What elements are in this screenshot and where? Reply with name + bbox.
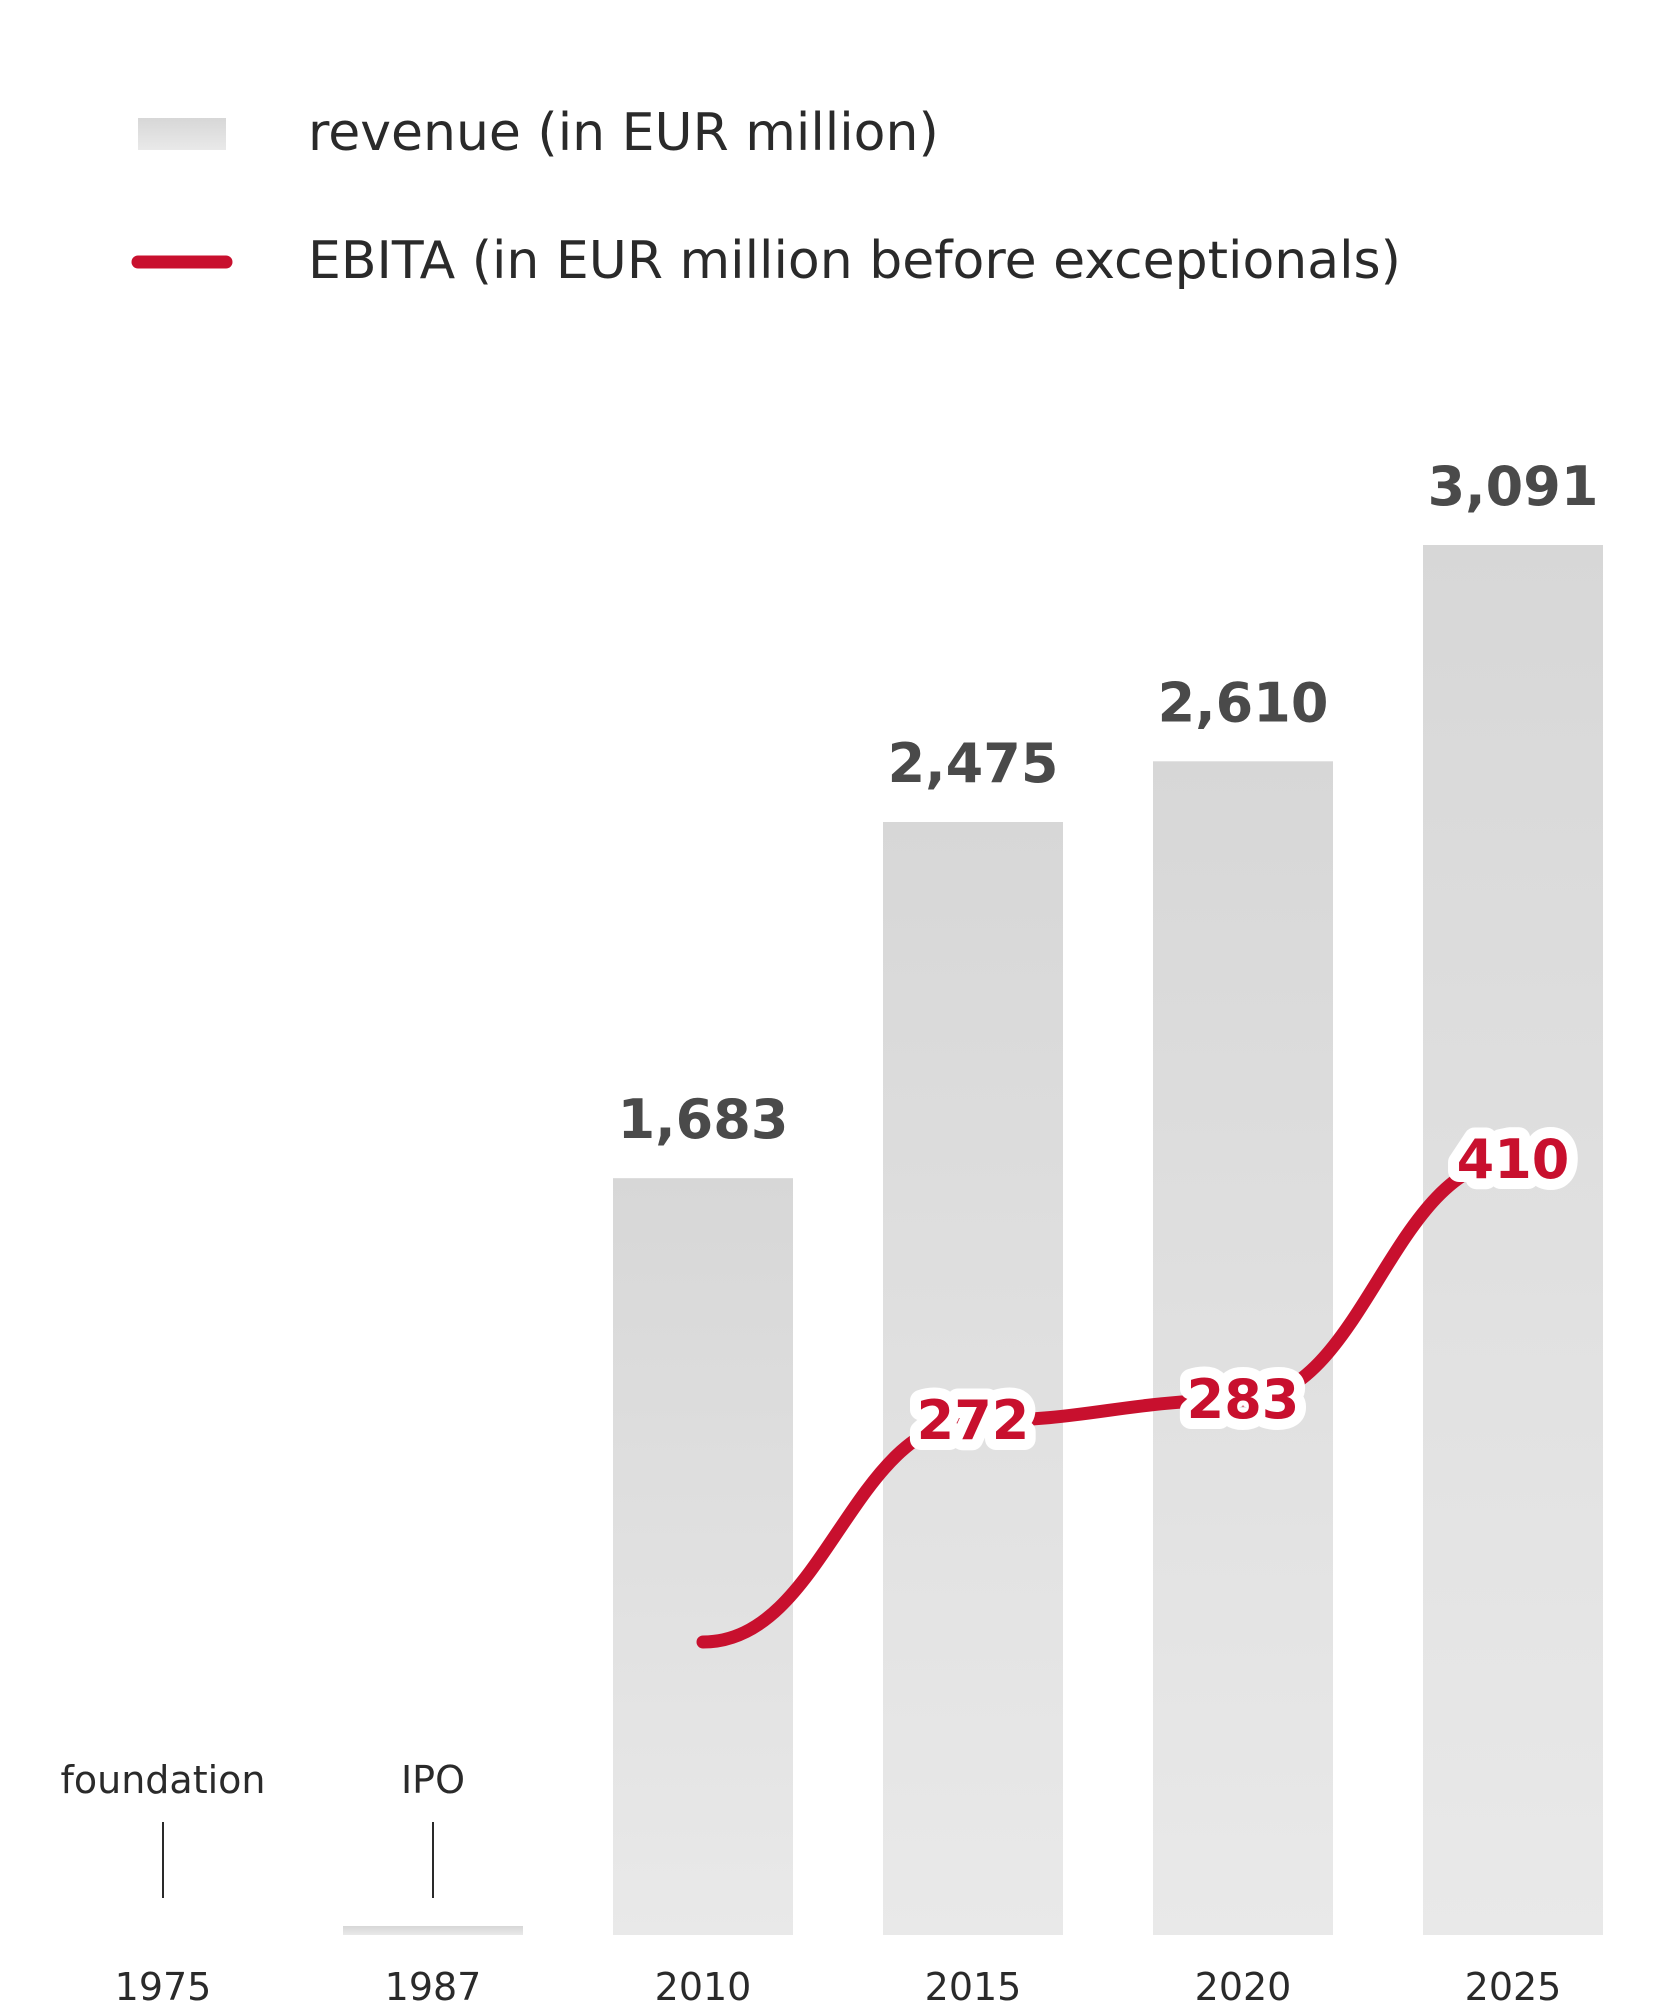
x-tick-label-2010: 2010 <box>655 1965 752 2009</box>
bars-layer: 1,683 2,475 2,610 3,091 <box>343 455 1603 1935</box>
x-tick-label-2020: 2020 <box>1195 1965 1292 2009</box>
legend: revenue (in EUR million) EBITA (in EUR m… <box>131 103 1401 291</box>
legend-revenue-swatch <box>138 118 226 150</box>
ebita-line <box>696 1153 1520 1649</box>
milestone-label-1987: IPO <box>401 1758 465 1802</box>
milestone-label-1975: foundation <box>61 1758 266 1802</box>
revenue-bar-2025 <box>1423 545 1603 1935</box>
revenue-value-label-2020: 2,610 <box>1158 671 1329 734</box>
legend-revenue-label: revenue (in EUR million) <box>308 103 939 163</box>
x-axis-ticks: 1975 1987 2010 2015 2020 2025 <box>115 1965 1562 2009</box>
ebita-value-label-2015: 272 <box>917 1389 1030 1452</box>
milestones-layer: foundation IPO <box>61 1758 465 1898</box>
revenue-bar-2015 <box>883 822 1063 1935</box>
x-tick-label-2025: 2025 <box>1465 1965 1562 2009</box>
ebita-value-label-2025: 410 <box>1457 1128 1570 1191</box>
x-tick-label-2015: 2015 <box>925 1965 1022 2009</box>
revenue-value-label-2010: 1,683 <box>618 1088 789 1151</box>
revenue-value-label-2025: 3,091 <box>1428 455 1599 518</box>
x-tick-label-1987: 1987 <box>385 1965 482 2009</box>
revenue-bar-2010 <box>613 1178 793 1935</box>
revenue-bar-1987 <box>343 1926 523 1935</box>
x-tick-label-1975: 1975 <box>115 1965 212 2009</box>
legend-ebita-label: EBITA (in EUR million before exceptional… <box>308 231 1401 291</box>
revenue-value-label-2015: 2,475 <box>888 732 1059 795</box>
revenue-bar-2020 <box>1153 761 1333 1935</box>
ebita-line-layer: 272 283 410 <box>696 1117 1580 1649</box>
ebita-value-label-2020: 283 <box>1187 1368 1300 1431</box>
